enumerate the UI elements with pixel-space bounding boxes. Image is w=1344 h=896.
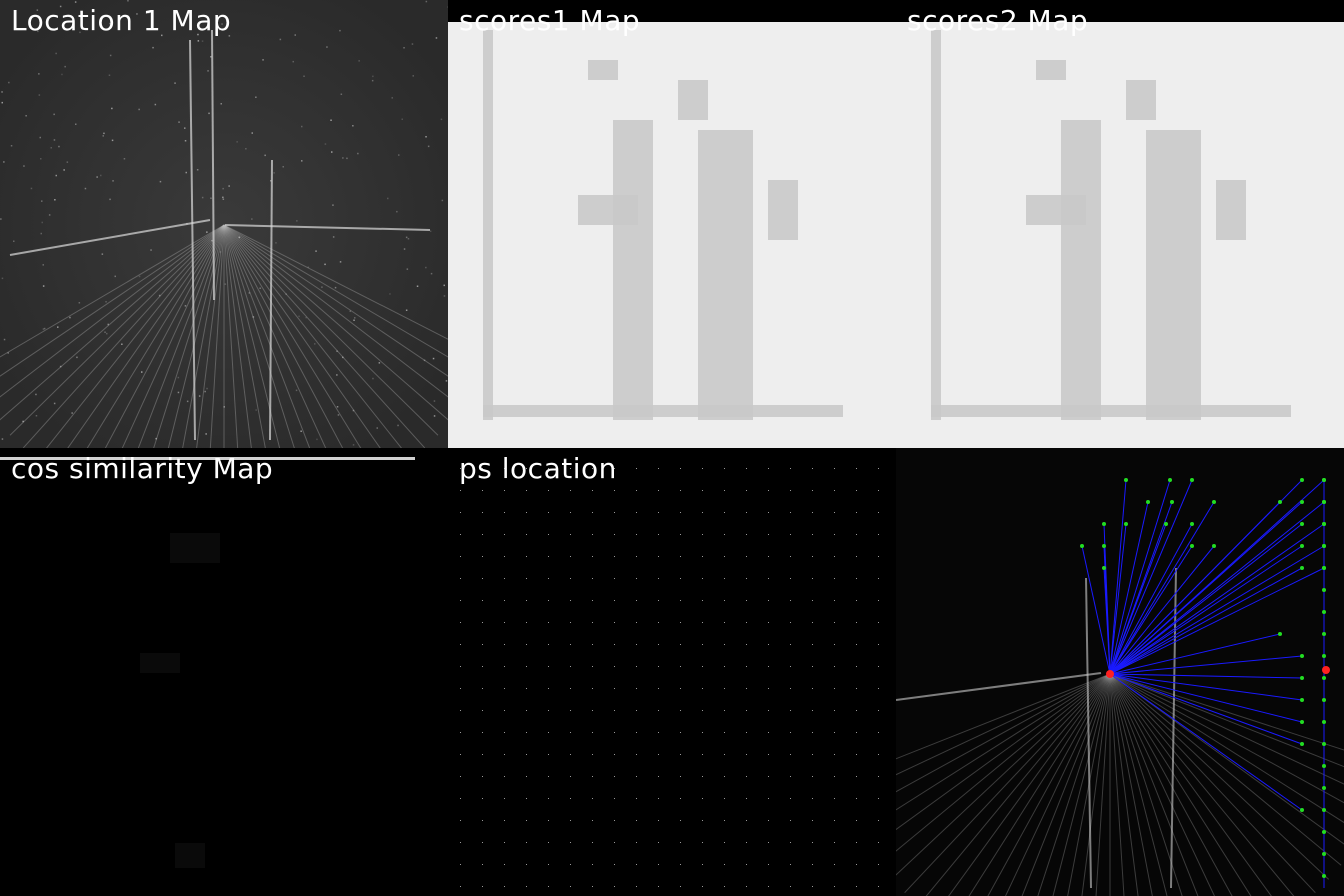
location-map-image: [0, 0, 448, 448]
location-map-title: Location 1 Map: [11, 4, 232, 37]
ps-location-grid: [448, 448, 896, 896]
scores2-map-title: scores2 Map: [907, 4, 1089, 37]
scores1-map-panel: scores1 Map: [448, 0, 896, 448]
scores2-map-image: [896, 0, 1344, 448]
ps-location-title: ps location: [459, 452, 617, 485]
match-result-panel: [896, 448, 1344, 896]
cos-similarity-map-panel: cos similarity Map: [0, 448, 448, 896]
scores2-map-panel: scores2 Map: [896, 0, 1344, 448]
match-result-image: [896, 448, 1344, 896]
cos-similarity-map-image: [0, 448, 448, 896]
ps-location-panel: ps location: [448, 448, 896, 896]
location-map-panel: Location 1 Map: [0, 0, 448, 448]
scores1-map-title: scores1 Map: [459, 4, 641, 37]
cos-similarity-map-title: cos similarity Map: [11, 452, 274, 485]
scores1-map-image: [448, 0, 896, 448]
